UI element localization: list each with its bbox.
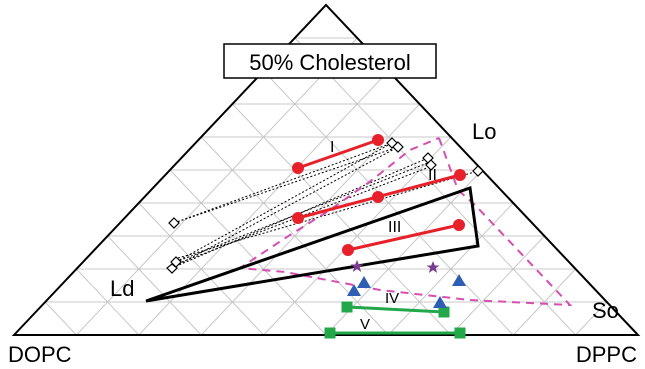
triangle-marker [433,296,447,308]
dotted-line [171,146,399,269]
star-marker [426,261,440,273]
tieline-point [454,169,466,181]
grid-line [263,70,514,336]
dotted-line [173,142,393,224]
dotted-line [177,170,479,259]
tieline-point [341,301,353,313]
diamond-markers [166,137,484,274]
title-box [223,43,437,79]
grid-line [232,103,452,336]
diamond-marker [168,217,180,229]
triangle-marker [357,276,371,288]
tieline-iii [347,223,460,252]
diamond-marker [425,159,437,171]
tieline-point [292,162,304,174]
label-tieline-ii: II [428,167,437,184]
green-tielines [324,301,466,339]
tieline-point [372,134,384,146]
corner-label-dopc: DOPC [8,342,72,367]
triangle-marker [347,284,361,296]
tieline-point [324,327,336,339]
label-tieline-i: I [330,139,334,156]
dotted-line [171,157,429,269]
tieline-i [297,138,379,170]
three-phase-triangle [145,185,480,303]
ternary-grid [44,37,608,336]
grid-line [44,301,77,336]
star-marker [350,260,364,272]
grid-line [138,202,264,336]
label-tieline-iii: III [388,219,401,236]
tieline-point [342,244,354,256]
tieline-iv [346,305,445,314]
boundary-dashed [237,137,573,307]
grid-line [200,136,389,336]
label-tieline-iv: IV [385,290,399,307]
diamond-marker [472,165,484,177]
grid-line [575,301,608,336]
diamond-marker [392,141,404,153]
label-ld: Ld [110,276,134,301]
diamond-marker [166,263,178,274]
grid-line [169,169,327,336]
label-tieline-v: V [360,316,370,333]
triangle-marker [452,274,466,286]
label-lo: Lo [472,119,496,144]
tieline-point [453,219,465,231]
tieline-point [454,327,466,339]
dotted-line [175,161,431,263]
grid-line [76,37,358,336]
corner-label-dppc: DPPC [576,342,637,367]
dotted-line [173,146,399,224]
grid-line [76,268,140,336]
tieline-point [372,191,384,203]
grid-line [450,235,545,336]
diagram-title: 50% Cholesterol [249,50,410,75]
grid-line [294,37,576,336]
grid-line [107,235,202,336]
tieline-point [438,306,450,318]
label-so: So [592,298,619,323]
dotted-line [175,142,393,263]
star-markers [350,260,440,273]
dotted-tielines [171,142,479,269]
triangle-markers [347,274,466,308]
tieline-point [292,212,304,224]
red-tielines [292,134,466,256]
